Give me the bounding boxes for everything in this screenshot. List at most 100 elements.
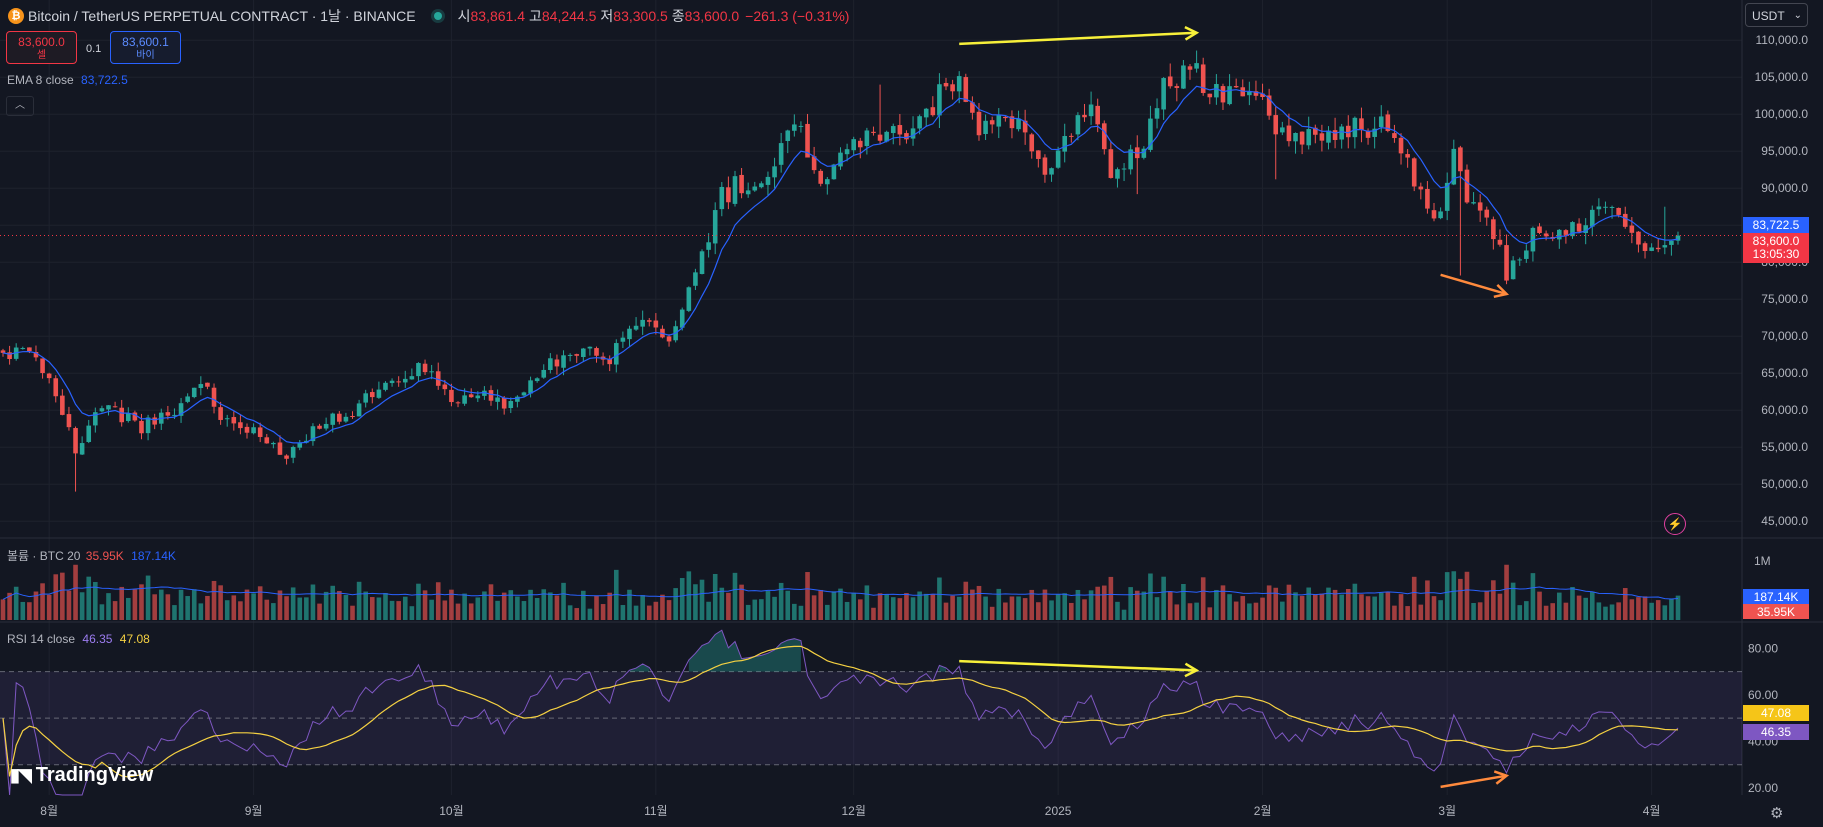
volume-bar	[508, 590, 514, 620]
volume-bar	[844, 601, 850, 620]
volume-bar	[488, 584, 494, 620]
volume-bar	[211, 580, 217, 620]
candle-body	[1187, 66, 1193, 70]
time-tick-label: 3월	[1438, 804, 1456, 818]
candle-body	[561, 355, 566, 368]
rsi-overbought-fill	[629, 663, 650, 672]
volume-bar	[1174, 604, 1180, 620]
volume-bar	[40, 583, 45, 620]
volume-bar	[1207, 607, 1213, 620]
candle-body	[1557, 229, 1562, 240]
volume-bar	[943, 602, 949, 620]
volume-bar	[1497, 593, 1503, 620]
chevron-up-icon[interactable]: ︿	[6, 96, 34, 116]
close-value: 83,600.0	[684, 8, 740, 24]
buy-button[interactable]: 83,600.1 바이	[110, 31, 181, 64]
price-tick-label: 65,000.0	[1761, 366, 1808, 380]
candle-body	[172, 414, 177, 416]
candle-body	[1101, 123, 1107, 150]
open-value: 83,861.4	[470, 8, 526, 24]
candle-body	[732, 176, 738, 204]
candle-body	[165, 412, 171, 416]
candle-body	[937, 84, 942, 116]
candle-body	[613, 343, 619, 365]
candle-body	[745, 190, 751, 195]
candle-body	[594, 348, 599, 356]
volume-bar	[284, 596, 289, 620]
candle-body	[1675, 235, 1681, 241]
buy-label: 바이	[136, 50, 155, 61]
annotations	[959, 25, 1510, 789]
candle-body	[1570, 222, 1575, 237]
volume-bar	[1464, 571, 1470, 620]
candle-body	[983, 120, 988, 135]
candle-body	[1253, 91, 1259, 96]
volume-bar	[976, 585, 982, 620]
volume-bar	[178, 589, 184, 620]
candle-body	[805, 123, 810, 158]
candle-body	[376, 389, 382, 398]
candle-body	[1431, 210, 1437, 219]
volume-bar	[607, 592, 612, 620]
high-label: 고	[529, 8, 542, 24]
volume-bar	[1510, 582, 1516, 620]
tradingview-mark-icon: ▮◥	[10, 765, 32, 785]
volume-bar	[1451, 571, 1457, 620]
candle-body	[923, 108, 929, 118]
candle-body	[191, 387, 197, 398]
candle-body	[1207, 93, 1213, 98]
volume-bar	[917, 591, 922, 620]
last-price-badge-text: 83,600.0	[1753, 234, 1800, 248]
candle-body	[851, 139, 856, 151]
volume-bar	[1583, 597, 1588, 620]
volume-bar	[653, 601, 659, 620]
volume-bar	[937, 577, 942, 620]
candle-body	[238, 422, 243, 429]
candle-body	[1293, 132, 1298, 142]
volume-bar	[356, 581, 362, 620]
volume-bar	[66, 590, 72, 620]
candle-body	[1049, 168, 1054, 175]
btc-icon: ₿	[8, 8, 24, 24]
candle-body	[528, 380, 533, 394]
candle-body	[1398, 137, 1404, 154]
volume-bar	[152, 594, 157, 620]
gear-icon[interactable]: ⚙	[1770, 805, 1784, 822]
volume-bar	[1134, 590, 1140, 620]
currency-select[interactable]: USDT ⌄	[1745, 3, 1808, 27]
time-tick-label: 10월	[439, 804, 463, 818]
ema-legend[interactable]: EMA 8 close 83,722.5	[7, 73, 128, 87]
volume-bar	[831, 591, 837, 620]
candle-body	[534, 378, 540, 382]
candle-body	[0, 350, 6, 353]
candle-body	[20, 348, 26, 350]
volume-bar	[712, 573, 718, 620]
rsi-legend[interactable]: RSI 14 close 46.35 47.08	[7, 632, 150, 646]
rsi-value-badge: 46.35	[1743, 724, 1809, 740]
candles	[0, 50, 1681, 492]
candle-body	[205, 382, 210, 387]
candle-body	[607, 359, 612, 365]
candle-body	[178, 403, 184, 416]
sell-button[interactable]: 83,600.0 셀	[6, 31, 77, 64]
volume-bar	[752, 599, 758, 620]
candle-body	[1576, 223, 1582, 232]
volume-bar	[376, 597, 382, 620]
volume-bar	[1477, 602, 1483, 620]
volume-legend[interactable]: 볼륨 · BTC 20 35.95K 187.14K	[7, 547, 176, 564]
symbol-title[interactable]: Bitcoin / TetherUS PERPETUAL CONTRACT · …	[28, 8, 416, 24]
rsi-annotation-arrow-shaft	[1440, 774, 1507, 789]
volume-bar	[1471, 603, 1476, 620]
candle-body	[904, 133, 909, 140]
volume-bar	[857, 599, 863, 620]
lightning-icon[interactable]: ⚡	[1664, 513, 1686, 535]
volume-bar	[521, 601, 527, 620]
chevron-down-icon: ⌄	[1793, 10, 1802, 21]
candle-body	[1372, 128, 1377, 137]
volume-bar	[435, 582, 441, 620]
candle-body	[785, 130, 791, 142]
candle-body	[1563, 230, 1569, 235]
candle-body	[1029, 134, 1035, 152]
volume-bar	[897, 598, 903, 620]
